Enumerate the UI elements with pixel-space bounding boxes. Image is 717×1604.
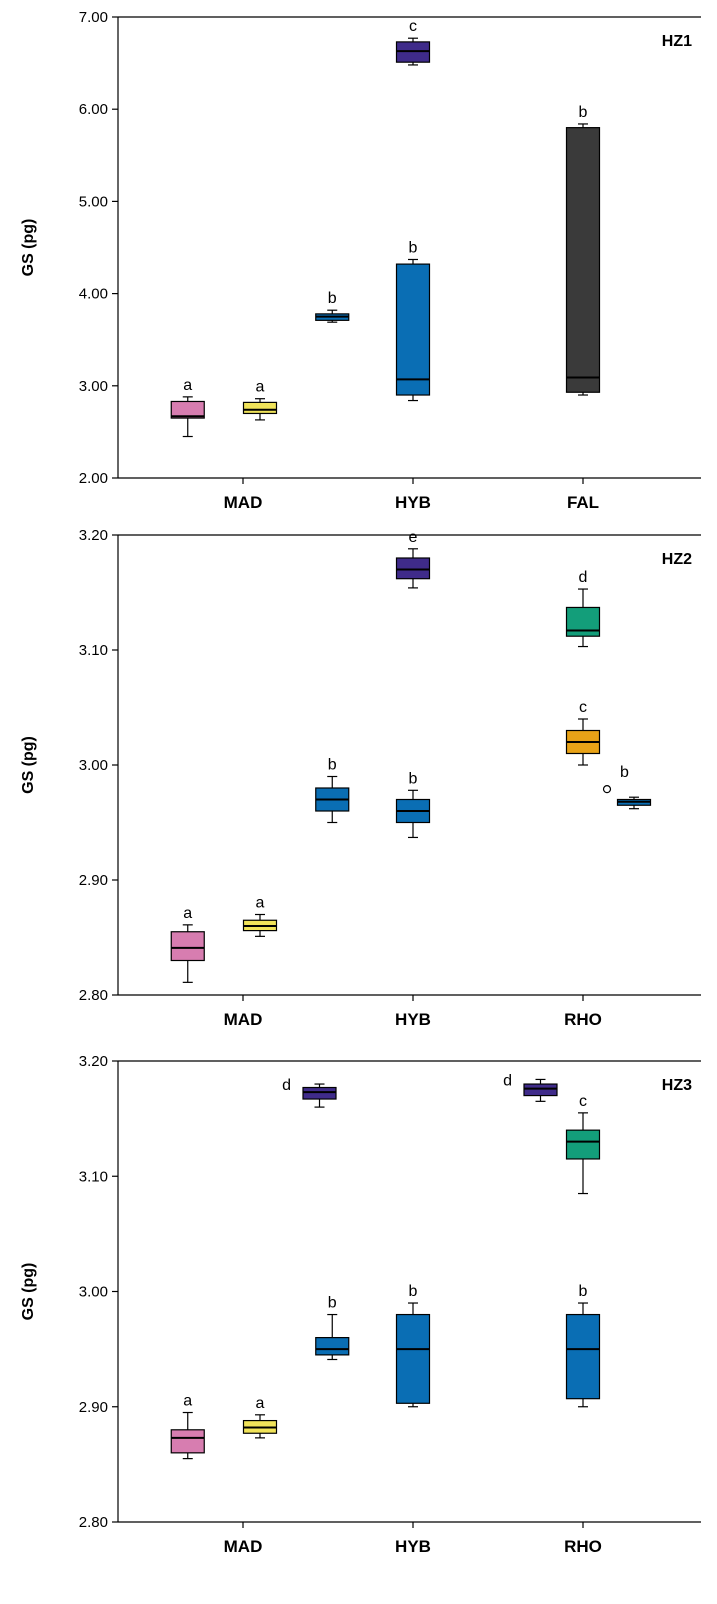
box-iqr [170,931,205,962]
box-blue: b [395,239,431,402]
box-iqr [565,606,601,637]
panel-hz1: 2.00 3.00 4.00 5.00 6.00 7.00 MAD HYB FAL GS (pg)… [20,9,701,512]
significance-letter: c [579,699,587,716]
box-iqr [523,1083,558,1097]
box-iqr [565,127,601,393]
y-tick-label: 2.80 [79,987,108,1004]
y-axis-label: GS (pg) [20,219,37,277]
box-blue: b [315,1295,350,1361]
box-iqr [395,557,431,580]
box-dark: b [565,104,601,396]
box-purple: c [395,18,431,66]
significance-letter: d [282,1077,291,1094]
panel-hz3: 2.80 2.90 3.00 3.10 3.20 MAD HYB RHO GS (pg) HZ3 a… [20,1053,701,1556]
y-tick-label: 6.00 [79,101,108,118]
box-blue: b [602,764,652,810]
box-iqr [170,1429,205,1454]
y-tick-label: 3.10 [79,1168,108,1185]
significance-letter: b [409,770,418,787]
significance-letter: e [409,529,418,546]
significance-letter: a [183,1393,192,1410]
panel-title: HZ2 [662,551,692,568]
box-purple: e [395,529,431,589]
significance-letter: b [409,239,418,256]
significance-letter: a [183,905,192,922]
y-tick-label: 2.80 [79,1514,108,1531]
x-category-label: RHO [564,1010,602,1029]
y-tick-label: 3.20 [79,1053,108,1070]
y-tick-label: 3.10 [79,642,108,659]
significance-letter: b [328,1295,337,1312]
box-orange: c [565,699,601,766]
y-tick-label: 7.00 [79,9,108,26]
box-iqr [565,1313,601,1400]
x-category-label: HYB [395,493,431,512]
x-category-label: RHO [564,1537,602,1556]
significance-letter: b [579,1283,588,1300]
box-iqr [170,400,205,419]
significance-letter: b [409,1283,418,1300]
box-iqr [395,1313,431,1404]
box-blue: b [395,1283,431,1408]
outlier-point [602,785,612,794]
box-pink: a [170,905,205,983]
box-green: d [565,569,601,648]
panel-hz2: 2.80 2.90 3.00 3.10 3.20 MAD HYB RHO GS (pg) HZ2 a… [20,527,701,1029]
significance-letter: a [183,377,192,394]
box-blue: b [315,757,350,824]
y-axis-label: GS (pg) [20,1263,37,1321]
box-iqr [242,401,278,415]
significance-letter: d [579,569,588,586]
x-category-label: HYB [395,1010,431,1029]
significance-letter: c [409,18,417,35]
box-purple: d [282,1077,337,1108]
y-tick-label: 2.00 [79,470,108,487]
y-tick-label: 3.00 [79,378,108,395]
y-tick-label: 4.00 [79,286,108,303]
x-category-label: MAD [224,493,263,512]
y-tick-label: 2.90 [79,872,108,889]
panel-title: HZ1 [662,33,692,50]
significance-letter: d [503,1072,512,1089]
significance-letter: b [620,764,629,781]
x-category-label: HYB [395,1537,431,1556]
box-yellow: a [242,379,278,421]
x-category-label: MAD [224,1537,263,1556]
y-tick-label: 3.00 [79,1284,108,1301]
x-category-label: FAL [567,493,599,512]
significance-letter: b [328,757,337,774]
y-tick-label: 3.20 [79,527,108,544]
panel-title: HZ3 [662,1077,692,1094]
box-blue: b [565,1283,601,1408]
y-tick-label: 5.00 [79,193,108,210]
box-iqr [565,1129,601,1160]
x-category-label: MAD [224,1010,263,1029]
box-pink: a [170,377,205,438]
box-green: c [565,1093,601,1195]
significance-letter: a [256,1395,265,1412]
significance-letter: a [256,379,265,396]
box-purple: d [503,1072,558,1102]
box-pink: a [170,1393,205,1460]
significance-letter: b [328,290,337,307]
box-blue: b [395,770,431,839]
significance-letter: c [579,1093,587,1110]
box-iqr [395,263,431,396]
y-axis-label: GS (pg) [20,736,37,794]
significance-letter: b [579,104,588,121]
y-tick-label: 2.90 [79,1399,108,1416]
significance-letter: a [256,895,265,912]
box-blue: b [315,290,350,323]
y-tick-label: 3.00 [79,757,108,774]
box-yellow: a [242,1395,278,1439]
box-yellow: a [242,895,278,937]
box-iqr [315,1336,350,1356]
box-iqr [302,1086,337,1100]
